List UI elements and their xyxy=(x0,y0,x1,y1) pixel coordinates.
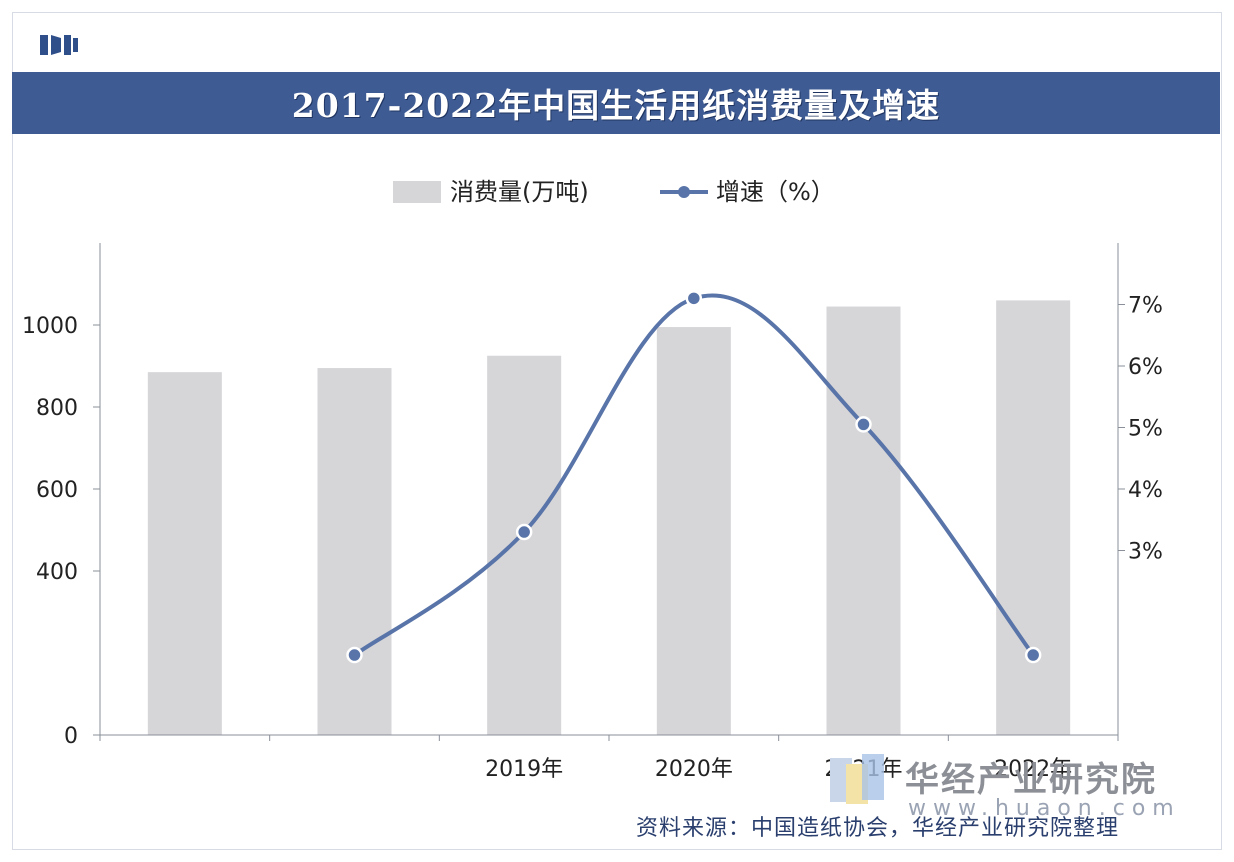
bar-0 xyxy=(147,372,222,735)
y-right-tick-label: 4% xyxy=(1128,478,1163,503)
legend: 消费量(万吨) 增速（%） xyxy=(393,178,835,206)
y-right-tick-label: 6% xyxy=(1128,355,1163,380)
y-right-tick-label: 7% xyxy=(1128,294,1163,319)
legend-bar-label: 消费量(万吨) xyxy=(450,178,589,206)
x-tick-label: 2020年 xyxy=(655,757,733,782)
bar-5 xyxy=(996,300,1071,735)
bar-series xyxy=(147,300,1071,735)
legend-line-marker xyxy=(678,186,690,198)
growth-point-2 xyxy=(685,290,703,307)
brand-name: 华经产业研究院 xyxy=(905,760,1157,800)
growth-point-4 xyxy=(1024,646,1042,664)
brand-logo-icon xyxy=(828,752,898,808)
y-left-tick-label: 600 xyxy=(36,478,78,503)
y-left-tick-label: 400 xyxy=(36,560,78,585)
bar-2 xyxy=(487,355,562,735)
growth-point-3 xyxy=(855,416,872,433)
legend-line-label: 增速（%） xyxy=(716,178,835,206)
y-left-tick-label: 0 xyxy=(64,724,78,749)
source-note: 资料来源：中国造纸协会，华经产业研究院整理 xyxy=(636,816,1120,841)
logo-icon xyxy=(40,32,86,58)
y-left-tick-label: 800 xyxy=(36,396,78,421)
growth-point-1 xyxy=(515,523,533,541)
line-series xyxy=(346,290,1042,664)
y-right-tick-label: 5% xyxy=(1128,417,1163,442)
x-tick-label: 2019年 xyxy=(485,757,563,782)
chart-title: 2017-2022年中国生活用纸消费量及增速 xyxy=(291,86,941,125)
x-tick-label: 2022年 xyxy=(994,757,1072,782)
bar-4 xyxy=(826,306,901,735)
bar-1 xyxy=(317,368,392,735)
y-left-tick-label: 1000 xyxy=(22,314,78,339)
legend-bar-swatch xyxy=(393,181,441,203)
y-right-tick-label: 3% xyxy=(1128,540,1163,565)
title-bar: 2017-2022年中国生活用纸消费量及增速 xyxy=(12,72,1220,134)
growth-point-0 xyxy=(346,646,363,664)
bar-3 xyxy=(656,327,731,735)
brand-url: www.huaon.com xyxy=(908,796,1181,821)
